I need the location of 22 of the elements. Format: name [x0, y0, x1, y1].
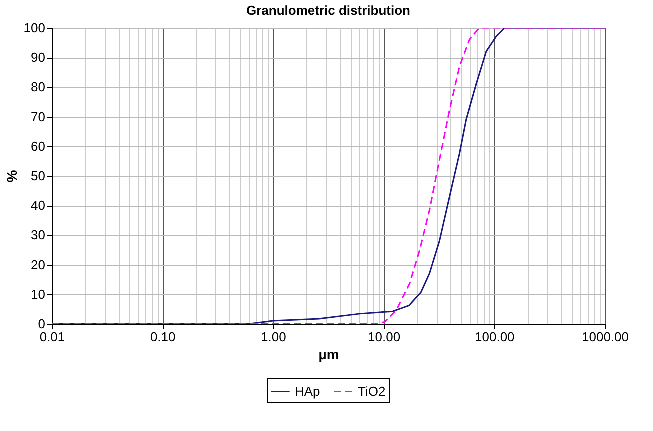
x-tick-label: 0.10: [150, 330, 176, 344]
y-tick-label: 70: [31, 109, 46, 124]
y-tick-label: 30: [31, 228, 46, 243]
legend-label: TiO2: [358, 384, 386, 399]
y-tick-label: 90: [31, 50, 46, 66]
x-tick-label: 1.00: [261, 330, 286, 344]
y-tick-label: 40: [31, 198, 46, 214]
y-tick-label: 10: [31, 286, 46, 302]
y-tick-label: 100: [24, 20, 46, 36]
y-tick-label: 0: [38, 316, 46, 332]
chart-title: Granulometric distribution: [246, 3, 411, 18]
x-tick-label: 100.00: [475, 330, 515, 344]
legend-label: HAp: [295, 384, 320, 399]
x-axis-title: µm: [318, 346, 340, 362]
y-tick-label: 20: [31, 257, 46, 272]
y-tick-label: 80: [31, 80, 46, 95]
y-tick-label: 50: [31, 168, 46, 184]
y-axis-title: %: [4, 170, 20, 183]
y-tick-label: 60: [31, 138, 46, 154]
x-tick-label: 1000.00: [582, 330, 629, 344]
x-tick-label: 0.01: [40, 330, 66, 344]
x-tick-label: 10.00: [368, 330, 401, 344]
